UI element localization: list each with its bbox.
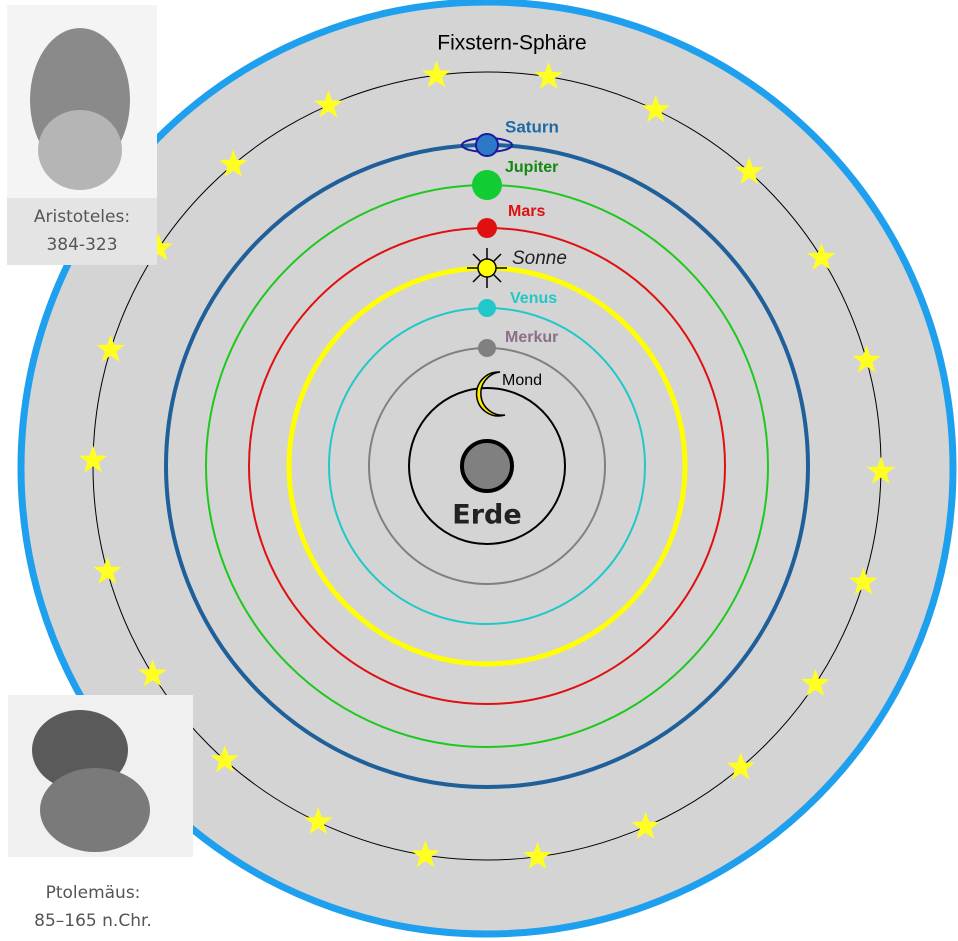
portrait-aristoteles: Aristoteles: 384-323 xyxy=(7,5,157,265)
mars xyxy=(477,218,497,238)
body-label: Merkur xyxy=(505,329,558,346)
body-label: Sonne xyxy=(512,248,567,269)
body-label: Venus xyxy=(510,290,557,307)
body-label: Jupiter xyxy=(505,159,558,176)
portrait-name: Aristoteles: xyxy=(34,207,130,227)
portrait-name: Ptolemäus: xyxy=(46,883,141,903)
body-label: Mars xyxy=(508,203,545,220)
earth xyxy=(462,441,512,491)
jupiter xyxy=(472,170,502,200)
saturn xyxy=(476,134,498,156)
diagram: Fixstern-Sphäre Saturn Jupiter Mars Sonn… xyxy=(0,0,958,941)
portrait-dates: 85–165 n.Chr. xyxy=(34,911,152,931)
portrait-dates: 384-323 xyxy=(46,235,117,255)
beard xyxy=(38,110,122,190)
beard xyxy=(40,768,150,852)
body-label: Mond xyxy=(502,372,542,389)
body-label: Saturn xyxy=(505,117,559,136)
page: Fixstern-Sphäre Saturn Jupiter Mars Sonn… xyxy=(0,0,958,941)
portrait-ptolemaeus: Ptolemäus: 85–165 n.Chr. xyxy=(8,695,193,931)
sphere-title: Fixstern-Sphäre xyxy=(437,32,586,55)
venus xyxy=(478,299,496,317)
earth-label: Erde xyxy=(452,500,521,531)
sun xyxy=(467,248,507,288)
mercury xyxy=(478,339,496,357)
